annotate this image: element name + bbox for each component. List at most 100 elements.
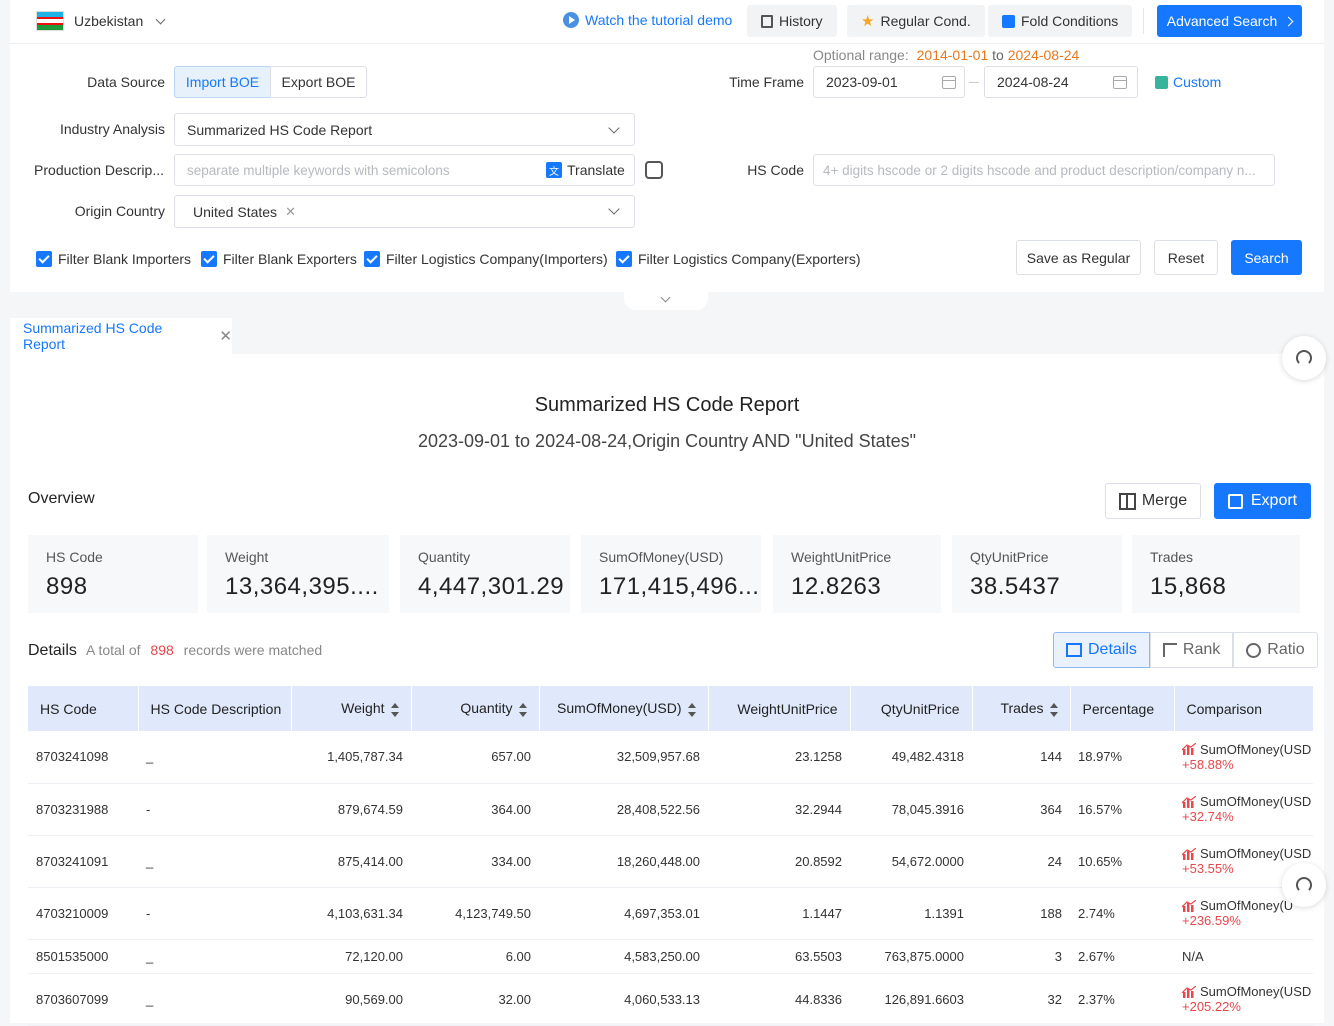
import-boe-button[interactable]: Import BOE bbox=[174, 66, 271, 98]
support-icon[interactable] bbox=[1282, 336, 1326, 380]
time-end-input[interactable]: 2024-08-24 bbox=[984, 66, 1138, 98]
bar-chart-icon bbox=[1181, 795, 1197, 808]
hs-code-input[interactable]: 4+ digits hscode or 2 digits hscode and … bbox=[813, 154, 1275, 186]
filter-logistics-exporters[interactable]: Filter Logistics Company(Exporters) bbox=[616, 251, 861, 267]
col-trades[interactable]: Trades bbox=[972, 686, 1071, 731]
support-icon[interactable] bbox=[1282, 863, 1326, 907]
origin-label: Origin Country bbox=[74, 203, 165, 219]
save-regular-button[interactable]: Save as Regular bbox=[1016, 240, 1141, 275]
tutorial-link-label: Watch the tutorial demo bbox=[585, 12, 733, 28]
cell-comparison[interactable]: SumOfMoney(USD +32.74% bbox=[1174, 783, 1313, 836]
cell-weight: 875,414.00 bbox=[291, 835, 411, 888]
export-boe-button[interactable]: Export BOE bbox=[270, 66, 367, 98]
col-percentage: Percentage bbox=[1070, 686, 1175, 731]
table-row[interactable]: 8703241091 _ 875,414.00 334.00 18,260,448.00… bbox=[28, 835, 1313, 888]
tutorial-link[interactable]: Watch the tutorial demo bbox=[563, 12, 732, 28]
comparison-percent: +32.74% bbox=[1182, 809, 1234, 824]
sort-icon[interactable] bbox=[390, 702, 399, 717]
comparison-percent: +58.88% bbox=[1182, 756, 1234, 772]
cell-comparison[interactable]: N/A bbox=[1174, 939, 1313, 974]
stat-card-hs-code: HS Code 898 bbox=[28, 535, 198, 613]
table-row[interactable]: 8703241098 _ 1,405,787.34 657.00 32,509,957.… bbox=[28, 731, 1313, 784]
search-button[interactable]: Search bbox=[1231, 240, 1302, 275]
col-money[interactable]: SumOfMoney(USD) bbox=[539, 686, 709, 731]
cell-qty: 657.00 bbox=[411, 731, 539, 784]
custom-button[interactable]: Custom bbox=[1155, 74, 1221, 90]
cell-pct: 2.74% bbox=[1070, 887, 1174, 940]
bar-chart-icon bbox=[1181, 899, 1197, 912]
hs-code-table: HS Code HS Code Description Weight Quant… bbox=[28, 686, 1314, 1026]
chevron-down-icon bbox=[155, 14, 166, 24]
header-divider bbox=[1143, 8, 1144, 34]
fold-conditions-button[interactable]: Fold Conditions bbox=[988, 5, 1133, 37]
custom-label: Custom bbox=[1173, 74, 1222, 90]
details-count: 898 bbox=[150, 642, 174, 658]
product-label: Production Descrip... bbox=[34, 162, 164, 178]
stat-value: 13,364,395.... bbox=[225, 573, 379, 600]
cell-weight: 879,674.59 bbox=[291, 783, 411, 836]
bar-chart-icon bbox=[1181, 742, 1197, 756]
cell-qup: 54,672.0000 bbox=[850, 835, 972, 888]
stat-value: 898 bbox=[46, 573, 88, 600]
cell-comparison[interactable]: SumOfMoney(USD +58.88% bbox=[1174, 731, 1313, 784]
cell-money: 28,408,522.56 bbox=[539, 783, 708, 836]
close-icon[interactable]: ✕ bbox=[285, 203, 296, 219]
chevron-right-icon bbox=[1283, 16, 1294, 26]
filter-label: Filter Blank Importers bbox=[58, 251, 192, 267]
cell-qup: 126,891.6603 bbox=[850, 973, 972, 1026]
industry-select[interactable]: Summarized HS Code Report bbox=[174, 113, 635, 146]
country-selector[interactable]: Uzbekistan bbox=[36, 10, 166, 32]
advanced-search-button[interactable]: Advanced Search bbox=[1157, 5, 1302, 37]
keyword-list-icon[interactable] bbox=[645, 161, 663, 179]
filter-blank-exporters[interactable]: Filter Blank Exporters bbox=[201, 251, 357, 267]
table-row[interactable]: 4703210009-4,103,631.34 4,123,749.50 4,697… bbox=[28, 887, 1313, 940]
table-row[interactable]: 8703231988-879,674.59 364.00 28,408,522.56… bbox=[28, 783, 1313, 836]
col-weight[interactable]: Weight bbox=[291, 686, 412, 731]
merge-button[interactable]: Merge bbox=[1105, 483, 1201, 519]
cell-desc: _ bbox=[138, 835, 291, 888]
cell-trades: 144 bbox=[972, 731, 1070, 784]
sort-icon[interactable] bbox=[518, 702, 527, 717]
close-icon[interactable]: ✕ bbox=[219, 328, 232, 345]
collapse-handle[interactable] bbox=[624, 292, 708, 310]
view-details-button[interactable]: Details bbox=[1053, 632, 1150, 668]
table-row[interactable]: 8501535000 _ 72,120.00 6.00 4,583,250.00 63.5… bbox=[28, 939, 1313, 974]
cell-weight: 72,120.00 bbox=[291, 939, 411, 974]
calendar-icon bbox=[942, 76, 956, 89]
view-rank-button[interactable]: Rank bbox=[1149, 632, 1234, 668]
reset-button[interactable]: Reset bbox=[1154, 240, 1218, 275]
regular-cond-button[interactable]: ★ Regular Cond. bbox=[847, 5, 985, 37]
tab-report[interactable]: Summarized HS Code Report ✕ bbox=[10, 318, 232, 354]
cell-wup: 1.1447 bbox=[708, 887, 850, 940]
cell-trades: 32 bbox=[972, 973, 1070, 1026]
origin-select[interactable]: United States ✕ bbox=[174, 195, 635, 228]
export-button[interactable]: Export bbox=[1214, 483, 1311, 519]
details-title: Details bbox=[28, 642, 77, 659]
filter-blank-importers[interactable]: Filter Blank Importers bbox=[36, 251, 191, 267]
hs-code-label: HS Code bbox=[747, 162, 804, 178]
cell-code: 8703241091 bbox=[28, 835, 138, 888]
sort-icon[interactable] bbox=[687, 702, 696, 717]
cell-money: 18,260,448.00 bbox=[539, 835, 708, 888]
cell-desc: - bbox=[138, 887, 291, 940]
cell-pct: 16.57% bbox=[1070, 783, 1174, 836]
cell-wup: 32.2944 bbox=[708, 783, 850, 836]
filter-logistics-importers[interactable]: Filter Logistics Company(Importers) bbox=[364, 251, 608, 267]
date-separator bbox=[969, 82, 979, 83]
translate-button[interactable]: 文 Translate bbox=[546, 162, 625, 178]
stat-label: QtyUnitPrice bbox=[970, 549, 1049, 565]
cell-comparison[interactable]: SumOfMoney(USD +205.22% bbox=[1174, 973, 1313, 1026]
hs-code-placeholder: 4+ digits hscode or 2 digits hscode and … bbox=[823, 162, 1256, 178]
time-start-input[interactable]: 2023-09-01 bbox=[813, 66, 965, 98]
table-row[interactable]: 8703607099 _ 90,569.00 32.00 4,060,533.13 44.… bbox=[28, 973, 1313, 1026]
col-quantity[interactable]: Quantity bbox=[411, 686, 540, 731]
stat-card-qty-unit-price: QtyUnitPrice 38.5437 bbox=[952, 535, 1122, 613]
view-ratio-button[interactable]: Ratio bbox=[1233, 632, 1318, 668]
industry-label: Industry Analysis bbox=[59, 121, 165, 137]
table-icon bbox=[1066, 643, 1082, 657]
sort-icon[interactable] bbox=[1049, 702, 1058, 717]
history-button[interactable]: History bbox=[747, 5, 837, 37]
cell-money: 4,060,533.13 bbox=[539, 973, 708, 1026]
comparison-label: N/A bbox=[1182, 948, 1204, 964]
cell-code: 8703607099 bbox=[28, 973, 138, 1026]
